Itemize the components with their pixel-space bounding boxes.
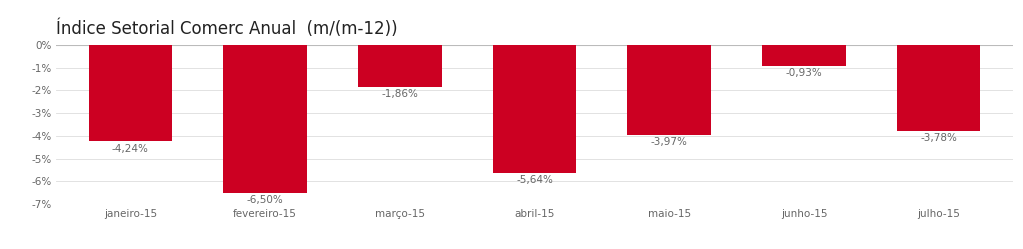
Bar (762, 45, 846, 66)
Bar (897, 45, 980, 131)
Bar (223, 45, 307, 193)
Text: -3,97%: -3,97% (651, 137, 687, 147)
Bar (627, 45, 711, 135)
Bar (89, 45, 172, 141)
Text: -4,24%: -4,24% (112, 144, 148, 154)
Bar (493, 45, 576, 173)
Text: Índice Setorial Comerc Anual  (m/(m-12)): Índice Setorial Comerc Anual (m/(m-12)) (56, 19, 398, 38)
Text: -5,64%: -5,64% (516, 176, 553, 186)
Text: -1,86%: -1,86% (382, 89, 418, 99)
Text: -3,78%: -3,78% (921, 133, 958, 143)
Text: -6,50%: -6,50% (247, 195, 283, 205)
Bar (358, 45, 442, 87)
Text: -0,93%: -0,93% (786, 68, 822, 78)
